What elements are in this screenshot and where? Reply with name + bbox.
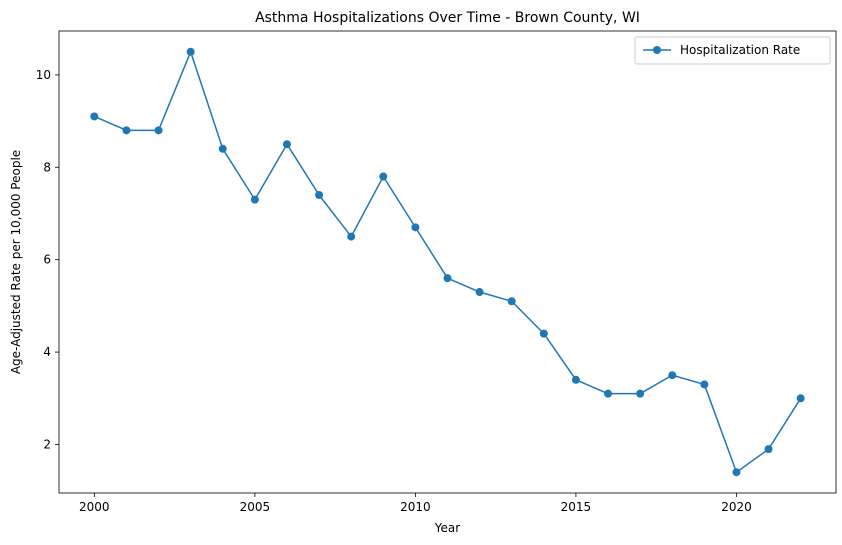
- y-tick-label: 10: [36, 68, 51, 82]
- data-point: [571, 375, 580, 384]
- x-axis: 2000 2005 2010 2015 2020: [79, 493, 752, 514]
- data-point: [218, 144, 227, 153]
- legend: Hospitalization Rate: [634, 36, 831, 65]
- plot-area: [58, 30, 837, 494]
- y-axis: 2 4 6 8 10: [36, 68, 59, 451]
- data-point: [90, 112, 99, 121]
- data-point: [315, 191, 324, 200]
- y-axis-label: Age-Adjusted Rate per 10,000 People: [9, 150, 23, 374]
- data-point: [539, 329, 548, 338]
- axes-frame: [58, 30, 837, 494]
- data-point: [154, 126, 163, 135]
- data-point: [186, 47, 195, 56]
- chart-title: Asthma Hospitalizations Over Time - Brow…: [255, 10, 640, 26]
- data-point: [764, 445, 773, 454]
- data-point: [604, 389, 613, 398]
- y-tick-label: 2: [43, 437, 51, 451]
- data-point: [122, 126, 131, 135]
- data-point: [347, 232, 356, 241]
- data-point: [636, 389, 645, 398]
- data-point: [250, 195, 259, 204]
- x-axis-label: Year: [434, 521, 460, 535]
- x-tick-label: 2015: [561, 500, 592, 514]
- x-tick-label: 2005: [240, 500, 271, 514]
- data-point: [796, 394, 805, 403]
- legend-box: [634, 36, 831, 65]
- data-point: [443, 274, 452, 283]
- y-tick-label: 4: [43, 345, 51, 359]
- y-tick-label: 6: [43, 253, 51, 267]
- data-point: [700, 380, 709, 389]
- legend-label: Hospitalization Rate: [680, 43, 800, 57]
- data-point: [282, 140, 291, 149]
- data-point: [732, 468, 741, 477]
- data-point: [411, 223, 420, 232]
- data-point: [668, 371, 677, 380]
- data-point: [379, 172, 388, 181]
- y-tick-label: 8: [43, 160, 51, 174]
- series-line: [94, 51, 802, 473]
- x-tick-label: 2000: [79, 500, 110, 514]
- x-tick-label: 2010: [400, 500, 431, 514]
- data-point: [507, 297, 516, 306]
- legend-marker-swatch: [653, 46, 661, 54]
- x-tick-label: 2020: [721, 500, 752, 514]
- data-point: [475, 288, 484, 297]
